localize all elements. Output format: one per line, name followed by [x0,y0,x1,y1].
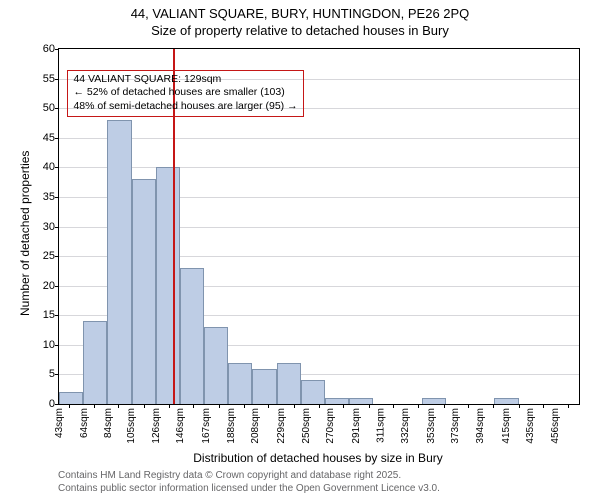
ytick-label: 20 [43,280,59,292]
xtick-label: 167sqm [201,408,212,444]
xtick-label: 208sqm [250,408,261,444]
xtick-mark [144,404,145,408]
histogram-bar [132,179,156,404]
histogram-bar [325,398,349,404]
xtick-mark [418,404,419,408]
xtick-label: 353sqm [426,408,437,444]
xtick-label: 105sqm [126,408,137,444]
ytick-label: 40 [43,161,59,173]
xtick-label: 188sqm [226,408,237,444]
histogram-bar [252,369,276,405]
histogram-bar [301,380,325,404]
xtick-label: 394sqm [475,408,486,444]
ytick-label: 10 [43,339,59,351]
xtick-mark [268,404,269,408]
ytick-label: 45 [43,132,59,144]
xtick-mark [444,404,445,408]
ytick-label: 5 [49,368,59,380]
ytick-label: 25 [43,250,59,262]
xtick-mark [493,404,494,408]
ytick-label: 55 [43,73,59,85]
histogram-bar [349,398,373,404]
xtick-label: 229sqm [276,408,287,444]
xtick-label: 146sqm [175,408,186,444]
histogram-bar [107,120,131,404]
histogram-bar [494,398,518,404]
footer-attribution: Contains HM Land Registry data © Crown c… [58,469,440,495]
histogram-bar [277,363,301,404]
histogram-bar [83,321,107,404]
xtick-mark [568,404,569,408]
title-line-1: 44, VALIANT SQUARE, BURY, HUNTINGDON, PE… [131,6,470,21]
ytick-label: 15 [43,309,59,321]
histogram-bar [180,268,204,404]
chart-container: 44, VALIANT SQUARE, BURY, HUNTINGDON, PE… [0,0,600,500]
xtick-label: 456sqm [550,408,561,444]
plot-area: 05101520253035404550556044 VALIANT SQUAR… [58,48,580,405]
xtick-label: 126sqm [151,408,162,444]
x-axis-label: Distribution of detached houses by size … [58,451,578,465]
xtick-label: 311sqm [375,408,386,443]
xtick-mark [193,404,194,408]
annotation-line: ← 52% of detached houses are smaller (10… [73,86,297,100]
xtick-mark [319,404,320,408]
xtick-mark [118,404,119,408]
xtick-mark [369,404,370,408]
annotation-line: 48% of semi-detached houses are larger (… [73,100,297,114]
xtick-label: 415sqm [501,408,512,444]
histogram-bar [204,327,228,404]
gridline [59,138,579,139]
title-line-2: Size of property relative to detached ho… [151,23,449,38]
xtick-label: 43sqm [54,408,65,438]
xtick-mark [393,404,394,408]
annotation-box: 44 VALIANT SQUARE: 129sqm← 52% of detach… [67,70,303,117]
xtick-label: 250sqm [301,408,312,444]
xtick-label: 291sqm [351,408,362,444]
xtick-mark [244,404,245,408]
histogram-bar [59,392,83,404]
footer-line-1: Contains HM Land Registry data © Crown c… [58,470,401,481]
xtick-label: 64sqm [79,408,90,438]
xtick-label: 84sqm [103,408,114,438]
xtick-label: 270sqm [325,408,336,444]
xtick-mark [543,404,544,408]
xtick-mark [294,404,295,408]
xtick-label: 373sqm [450,408,461,444]
xtick-mark [169,404,170,408]
xtick-mark [343,404,344,408]
xtick-mark [219,404,220,408]
histogram-bar [228,363,252,404]
footer-line-2: Contains public sector information licen… [58,483,440,494]
histogram-bar [422,398,446,404]
histogram-bar [156,167,180,404]
ytick-label: 35 [43,191,59,203]
xtick-label: 435sqm [525,408,536,444]
ytick-label: 50 [43,102,59,114]
xtick-mark [468,404,469,408]
xtick-mark [519,404,520,408]
y-axis-label: Number of detached properties [18,150,32,315]
xtick-label: 332sqm [400,408,411,444]
chart-title: 44, VALIANT SQUARE, BURY, HUNTINGDON, PE… [0,0,600,40]
ytick-label: 30 [43,221,59,233]
gridline [59,167,579,168]
xtick-mark [69,404,70,408]
xtick-mark [94,404,95,408]
annotation-line: 44 VALIANT SQUARE: 129sqm [73,73,297,87]
ytick-label: 60 [43,43,59,55]
